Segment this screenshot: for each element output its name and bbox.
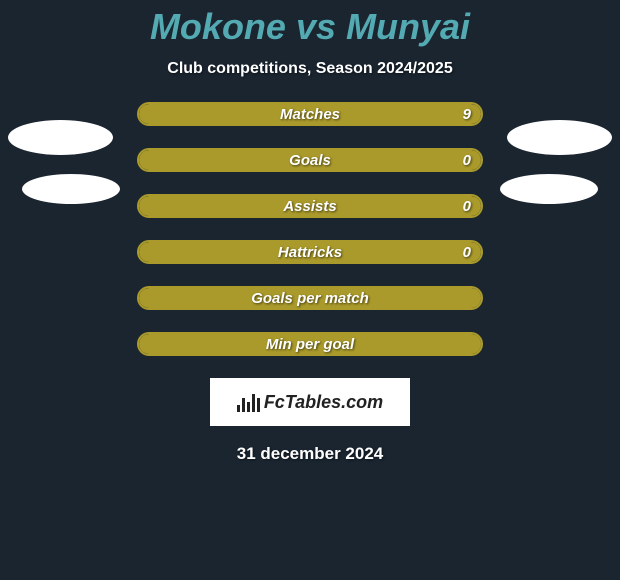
stat-row-assists: 1 0 Assists <box>0 194 620 218</box>
subtitle: Club competitions, Season 2024/2025 <box>167 60 452 78</box>
stat-right-value: 0 <box>463 240 471 264</box>
stat-bar-right <box>300 104 481 124</box>
stat-bar-left <box>139 242 310 262</box>
stat-bar <box>137 194 483 218</box>
stat-bar-right <box>310 242 481 262</box>
stat-bar <box>137 102 483 126</box>
stat-bar-left <box>139 150 310 170</box>
stat-row-matches: 8 9 Matches <box>0 102 620 126</box>
comparison-card: Mokone vs Munyai Club competitions, Seas… <box>0 0 620 580</box>
vs-label: vs <box>296 6 336 47</box>
stat-row-goals: 0 0 Goals <box>0 148 620 172</box>
stat-bar-left <box>139 288 481 308</box>
stat-bar-left <box>139 196 399 216</box>
stat-bar-right <box>310 150 481 170</box>
source-logo-text: FcTables.com <box>264 392 383 413</box>
chart-icon <box>237 392 260 412</box>
card-title: Mokone vs Munyai <box>150 6 470 48</box>
stat-bar <box>137 286 483 310</box>
stat-right-value: 0 <box>463 148 471 172</box>
stat-bar <box>137 332 483 356</box>
player-1-name: Mokone <box>150 6 286 47</box>
stat-bar-left <box>139 334 481 354</box>
stat-rows: 8 9 Matches 0 0 Goals 1 0 Assists <box>0 102 620 356</box>
source-logo: FcTables.com <box>210 378 410 426</box>
stat-row-min-per-goal: Min per goal <box>0 332 620 356</box>
player-2-name: Munyai <box>346 6 470 47</box>
stat-row-goals-per-match: Goals per match <box>0 286 620 310</box>
stat-right-value: 9 <box>463 102 471 126</box>
stat-bar-left <box>139 104 300 124</box>
stat-row-hattricks: 0 0 Hattricks <box>0 240 620 264</box>
stat-bar <box>137 240 483 264</box>
stat-bar <box>137 148 483 172</box>
stat-right-value: 0 <box>463 194 471 218</box>
date-label: 31 december 2024 <box>237 444 384 464</box>
